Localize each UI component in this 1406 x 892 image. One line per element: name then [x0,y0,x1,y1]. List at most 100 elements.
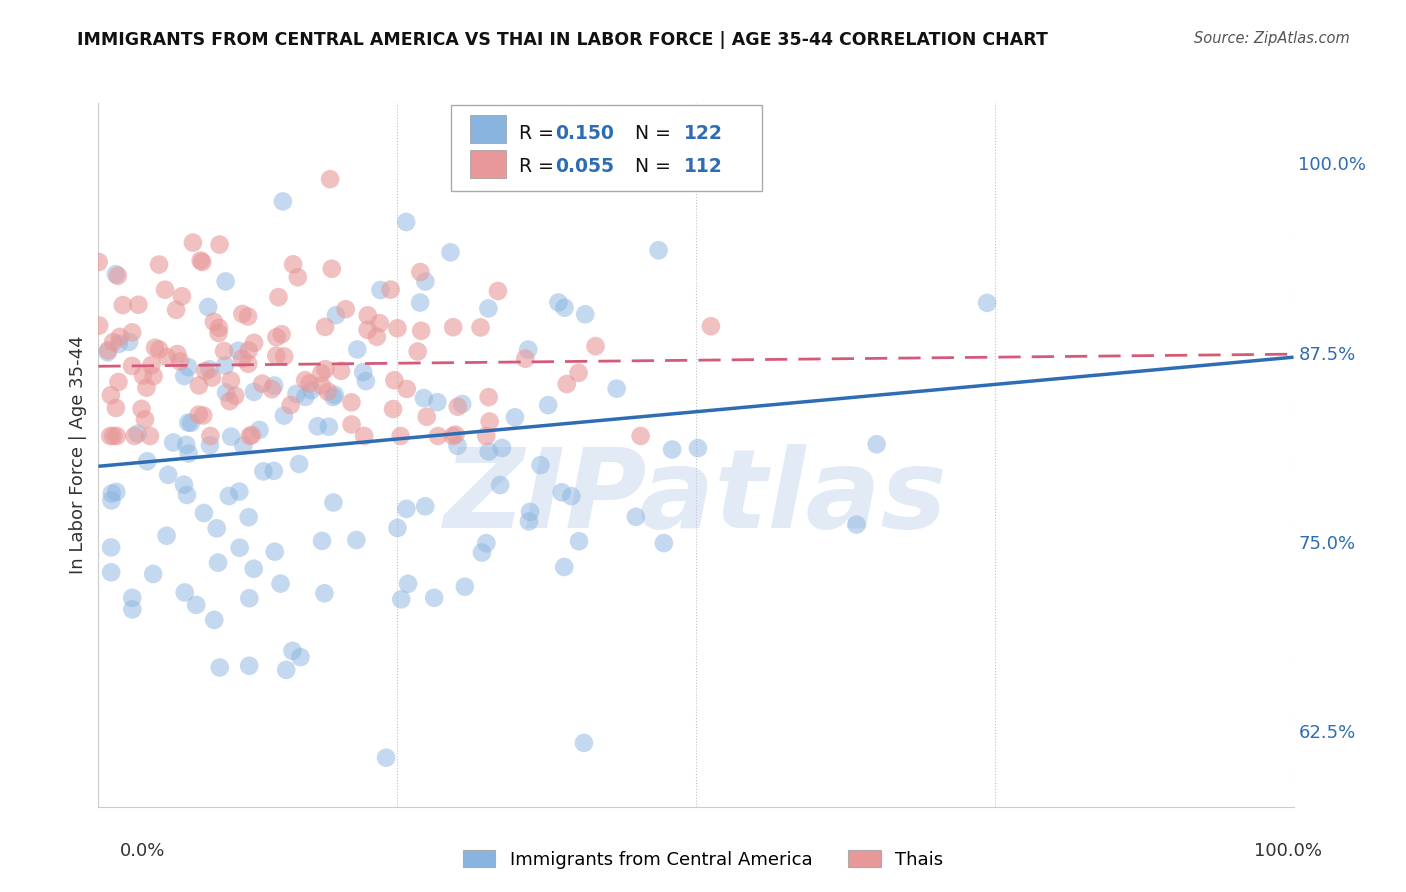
Point [139,429,162,443]
FancyBboxPatch shape [470,115,506,144]
Point [568,534,591,549]
Point [132,368,155,383]
Point [135,381,157,395]
Point [111,298,134,312]
Point [283,257,305,271]
Point [214,359,236,373]
Point [298,376,321,391]
Point [177,416,200,430]
Point [108,330,131,344]
Point [478,415,501,429]
Point [100,566,122,580]
Legend: Immigrants from Central America, Thais: Immigrants from Central America, Thais [456,843,950,876]
Point [193,506,215,520]
Point [346,343,368,357]
Point [395,501,418,516]
Point [416,409,439,424]
Point [554,301,576,315]
Point [412,391,434,405]
Point [100,541,122,555]
Point [208,660,231,674]
Point [340,417,363,432]
Point [219,429,242,443]
Point [340,395,363,409]
Point [517,515,540,529]
Point [156,350,179,364]
Point [155,529,177,543]
Text: Source: ZipAtlas.com: Source: ZipAtlas.com [1194,31,1350,46]
Point [124,429,146,443]
Point [652,536,675,550]
Point [153,283,176,297]
Point [224,389,246,403]
Point [321,261,343,276]
Point [415,275,437,289]
Point [243,335,266,350]
Point [439,245,461,260]
Point [276,663,298,677]
Point [240,428,263,442]
Point [207,326,229,340]
Point [441,320,464,334]
Point [555,377,578,392]
Point [238,510,260,524]
Point [141,358,163,372]
Point [477,301,499,316]
Point [976,296,998,310]
Point [486,284,509,298]
Point [270,576,292,591]
Point [197,300,219,314]
Point [387,521,409,535]
Point [395,215,418,229]
Point [572,736,595,750]
Point [148,343,170,357]
Point [574,307,596,321]
Point [647,244,669,258]
Point [142,369,165,384]
Point [273,409,295,423]
Point [314,319,336,334]
Point [281,644,304,658]
Point [368,316,391,330]
Point [353,429,375,443]
Point [375,750,398,764]
Point [294,373,316,387]
Point [157,467,180,482]
Point [201,370,224,384]
Point [89,318,111,333]
Point [322,495,344,509]
Point [585,339,607,353]
Point [287,270,309,285]
Point [104,401,127,415]
Point [193,409,215,423]
Point [226,343,249,358]
Point [489,478,512,492]
Point [568,366,591,380]
Point [380,283,402,297]
Point [100,493,122,508]
Point [142,566,165,581]
Point [202,315,225,329]
Point [475,536,498,550]
Point [187,378,209,392]
Point [475,429,498,443]
Point [335,302,357,317]
Point [387,321,409,335]
Point [352,365,374,379]
Point [471,545,494,559]
Point [169,354,191,368]
Point [700,319,723,334]
Point [131,401,153,416]
Point [103,429,125,443]
Point [311,378,333,392]
Point [560,489,582,503]
Text: 0.150: 0.150 [555,124,614,143]
Point [411,324,433,338]
Point [250,376,273,391]
Point [413,500,436,514]
Point [427,429,450,443]
Point [200,429,222,443]
Point [249,423,271,437]
Point [357,309,380,323]
Point [354,374,377,388]
